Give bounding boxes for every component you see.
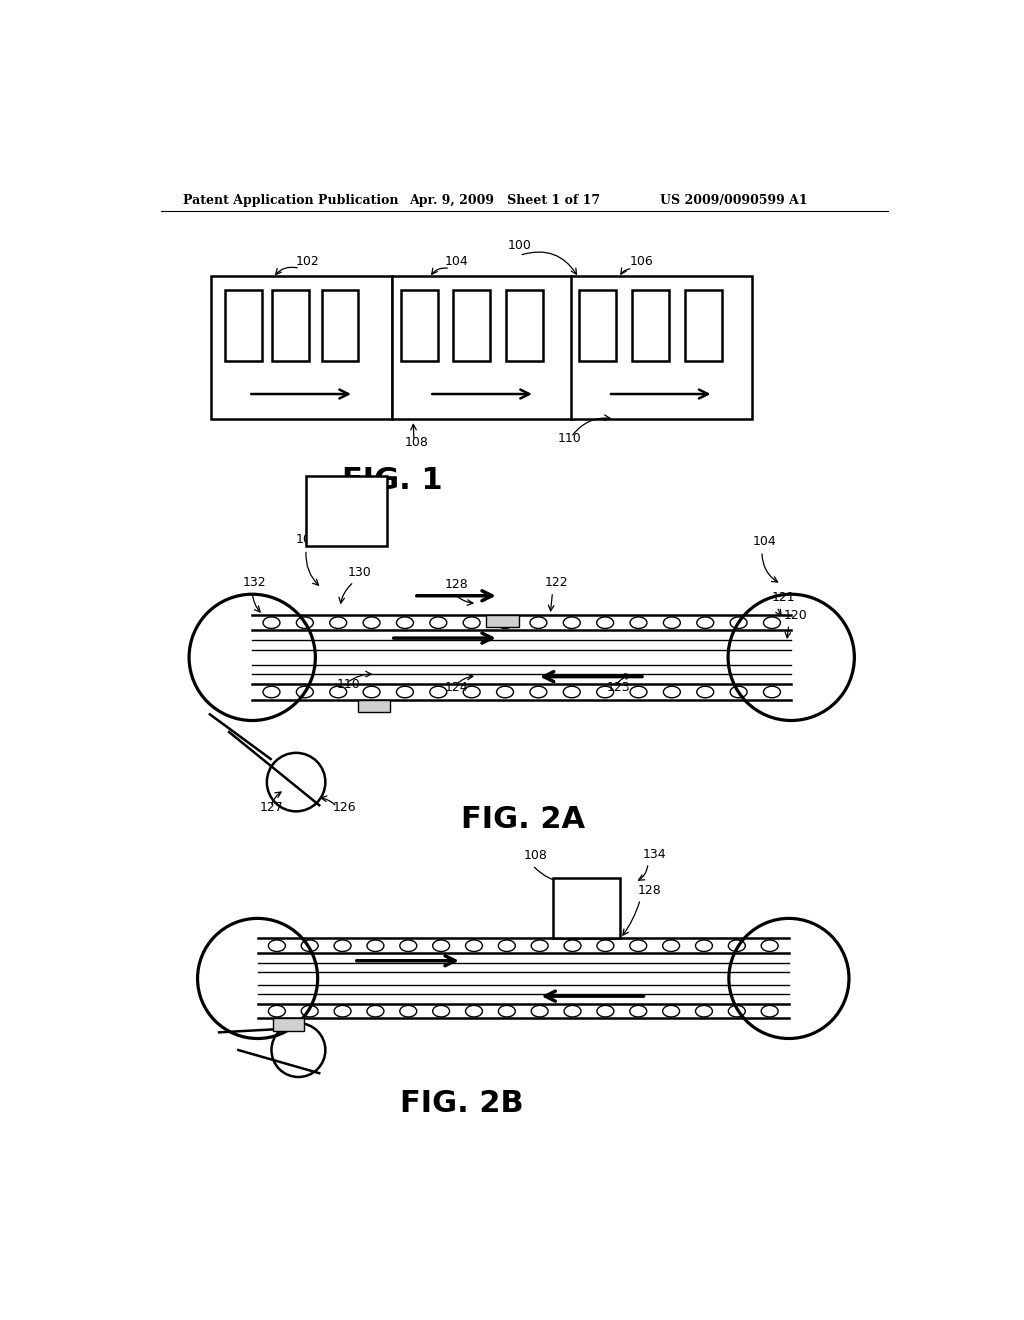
Text: 127: 127 xyxy=(260,801,284,814)
Text: 132: 132 xyxy=(243,576,266,589)
Text: 122: 122 xyxy=(545,576,568,589)
Text: 128: 128 xyxy=(637,884,660,896)
Text: 123: 123 xyxy=(606,681,630,694)
Bar xyxy=(225,290,262,360)
Bar xyxy=(357,700,390,711)
Text: 130: 130 xyxy=(348,566,372,578)
Text: 120: 120 xyxy=(783,609,807,622)
Text: 106: 106 xyxy=(630,255,653,268)
Text: 121: 121 xyxy=(771,591,795,605)
Bar xyxy=(506,290,544,360)
Text: 104: 104 xyxy=(753,535,776,548)
Text: 128: 128 xyxy=(444,578,468,591)
Bar xyxy=(306,477,387,545)
Text: FIG. 1: FIG. 1 xyxy=(342,466,442,495)
Bar xyxy=(454,290,490,360)
Text: 108: 108 xyxy=(404,436,429,449)
Text: FIG. 2A: FIG. 2A xyxy=(461,805,586,833)
Text: US 2009/0090599 A1: US 2009/0090599 A1 xyxy=(660,194,808,207)
Bar xyxy=(685,290,722,360)
Bar xyxy=(322,290,358,360)
Bar xyxy=(400,290,438,360)
Text: 124: 124 xyxy=(444,681,468,694)
Text: 102: 102 xyxy=(296,255,319,268)
Text: 134: 134 xyxy=(643,847,667,861)
Text: 110: 110 xyxy=(558,432,582,445)
Text: Apr. 9, 2009   Sheet 1 of 17: Apr. 9, 2009 Sheet 1 of 17 xyxy=(410,194,600,207)
Text: 108: 108 xyxy=(523,849,547,862)
Bar xyxy=(486,615,518,627)
Text: Patent Application Publication: Patent Application Publication xyxy=(183,194,398,207)
Text: 104: 104 xyxy=(444,255,468,268)
Text: 126: 126 xyxy=(333,801,356,814)
Bar xyxy=(571,276,752,418)
Bar xyxy=(632,290,669,360)
Bar xyxy=(392,276,573,418)
Bar xyxy=(580,290,616,360)
Bar xyxy=(272,290,309,360)
Text: 110: 110 xyxy=(337,678,360,692)
Bar xyxy=(273,1019,304,1031)
Text: 108: 108 xyxy=(296,533,319,546)
Text: 100: 100 xyxy=(508,239,531,252)
Bar xyxy=(553,878,621,939)
Text: FIG. 2B: FIG. 2B xyxy=(399,1089,523,1118)
Bar xyxy=(211,276,392,418)
